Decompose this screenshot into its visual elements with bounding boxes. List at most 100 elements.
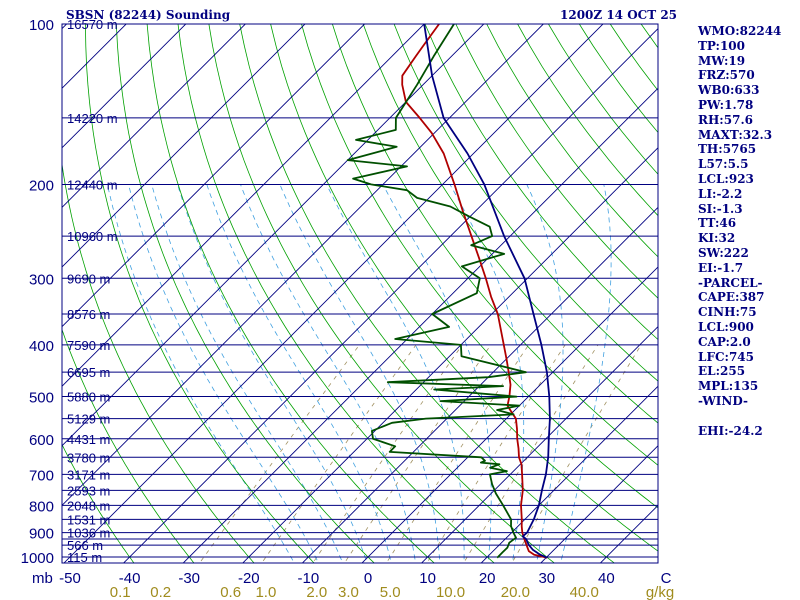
dry-adiabat [62, 328, 195, 563]
height-label: 115 m [67, 550, 102, 565]
isotherm [122, 27, 658, 563]
index-line: LI:-2.2 [698, 186, 743, 201]
temperature-tick-label: 30 [538, 570, 555, 587]
moist-adiabat [279, 184, 441, 563]
pressure-tick-label: 1000 [21, 550, 54, 567]
isotherm [361, 266, 658, 563]
dry-adiabat [486, 24, 658, 258]
index-line: EHI:-24.2 [698, 423, 763, 438]
height-label: 3171 m [67, 467, 110, 482]
isotherm [62, 24, 425, 387]
index-line: WB0:633 [698, 83, 760, 98]
index-line: LCL:900 [698, 319, 754, 334]
sounding-time: 1200Z 14 OCT 25 [560, 8, 678, 22]
isotherm [62, 24, 545, 507]
dry-adiabat [424, 24, 658, 341]
mixing-ratio-tick-label: 40.0 [570, 584, 599, 600]
index-line: FRZ:570 [698, 68, 755, 83]
temperature-tick-label: -50 [59, 570, 81, 587]
mixing-ratio-line [261, 344, 417, 563]
height-label: 5880 m [67, 390, 110, 405]
height-label: 10960 m [67, 229, 118, 244]
dry-adiabat [85, 24, 315, 563]
dry-adiabat [362, 24, 658, 424]
isotherm [301, 206, 658, 563]
index-line: EL:255 [698, 364, 746, 379]
pressure-unit-label: mb [32, 570, 53, 587]
mixing-ratio-line [511, 344, 642, 563]
index-line: TH:5765 [698, 142, 757, 157]
moist-adiabat [128, 184, 319, 563]
temperature-tick-label: 10 [419, 570, 436, 587]
isotherm [242, 147, 658, 563]
isotherm [62, 24, 187, 149]
index-line: CAPE:387 [698, 290, 765, 305]
height-label: 7590 m [67, 338, 110, 353]
index-line: MAXT:32.3 [698, 127, 773, 142]
temperature-tick-label: 40 [598, 570, 615, 587]
index-line: SI:-1.3 [698, 201, 743, 216]
plot-background [62, 24, 658, 563]
index-line: -WIND- [698, 393, 748, 408]
index-line: SW:222 [698, 245, 749, 260]
index-line: EI:-1.7 [698, 260, 744, 275]
mixing-ratio-unit-label: g/kg [646, 584, 674, 600]
index-line: MPL:135 [698, 379, 759, 394]
index-line: PW:1.78 [698, 97, 754, 112]
indices-panel: WMO:82244 TP:100 MW:19 FRZ:570 WB0:633 PW:1.7… [698, 24, 798, 438]
mixing-ratio-line [199, 344, 360, 563]
parcel-path [423, 24, 551, 559]
dry-adiabat [301, 24, 658, 509]
mixing-ratio-line [426, 344, 566, 563]
dewpoint-profile [346, 24, 527, 559]
height-label: 5129 m [67, 412, 110, 427]
index-line: KI:32 [698, 231, 736, 246]
height-label: 4431 m [67, 432, 110, 447]
moist-adiabat [107, 184, 295, 563]
moist-adiabat [382, 184, 492, 563]
sounding-title: SBSN (82244) Sounding [66, 8, 231, 22]
index-line [698, 409, 798, 424]
height-label: 8576 m [67, 307, 110, 322]
isotherm [62, 24, 247, 209]
pressure-tick-label: 600 [29, 432, 54, 449]
mixing-ratio-tick-label: 2.0 [306, 584, 327, 600]
pressure-tick-label: 400 [29, 338, 54, 355]
height-label: 566 m [67, 538, 103, 553]
height-label: 1531 m [67, 512, 110, 527]
plot-frame [61, 23, 659, 564]
height-label: 14220 m [67, 111, 118, 126]
pressure-tick-label: 500 [29, 390, 54, 407]
temperature-tick-label: C [661, 570, 672, 587]
mixing-ratio-tick-label: 1.0 [255, 584, 276, 600]
index-line: TT:46 [698, 216, 737, 231]
index-line: CINH:75 [698, 305, 757, 320]
isotherm [420, 325, 658, 563]
temperature-profile [401, 24, 548, 559]
isotherm [62, 24, 306, 268]
mixing-ratio-tick-label: 0.6 [220, 584, 241, 600]
pressure-tick-label: 300 [29, 271, 54, 288]
index-line: L57:5.5 [698, 157, 749, 172]
height-label: 2048 m [67, 498, 110, 513]
mixing-ratio-tick-label: 20.0 [501, 584, 530, 600]
moist-adiabat [206, 184, 392, 563]
temperature-tick-label: -10 [298, 570, 320, 587]
isotherm [540, 445, 658, 563]
isotherm [62, 24, 485, 447]
dry-adiabat [208, 24, 555, 563]
temperature-tick-label: 0 [364, 570, 372, 587]
height-label: 3780 m [67, 450, 110, 465]
height-label: 12440 m [67, 177, 118, 192]
pressure-tick-label: 100 [29, 17, 54, 34]
height-label: 1036 m [67, 526, 110, 541]
index-line: -PARCEL- [698, 275, 763, 290]
mixing-ratio-line [463, 344, 599, 563]
moist-adiabat [526, 184, 564, 563]
dry-adiabat [177, 24, 495, 563]
pressure-tick-label: 200 [29, 177, 54, 194]
isotherm [62, 24, 366, 328]
index-line: CAP:2.0 [698, 334, 751, 349]
index-line: TP:100 [698, 38, 746, 53]
temperature-tick-label: -30 [178, 570, 200, 587]
